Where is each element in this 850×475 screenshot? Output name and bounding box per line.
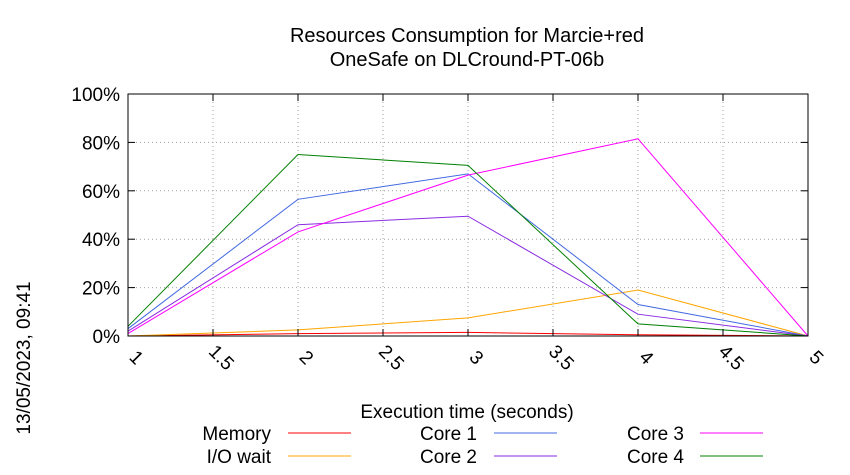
legend-label-core-1: Core 1 bbox=[420, 424, 477, 445]
chart-title-line2: OneSafe on DLCround-PT-06b bbox=[330, 49, 605, 71]
x-axis-label: Execution time (seconds) bbox=[360, 402, 573, 423]
legend-label-i-o-wait: I/O wait bbox=[207, 447, 272, 468]
y-tick-label: 100% bbox=[71, 85, 120, 106]
y-tick-label: 40% bbox=[82, 230, 120, 251]
y-tick-label: 0% bbox=[93, 327, 121, 348]
legend-label-memory: Memory bbox=[202, 424, 271, 445]
y-tick-label: 80% bbox=[82, 133, 120, 154]
timestamp-label: 13/05/2023, 09:41 bbox=[14, 281, 35, 434]
chart-title-line1: Resources Consumption for Marcie+red bbox=[290, 25, 644, 47]
y-tick-label: 20% bbox=[82, 279, 120, 300]
series-line-core-4 bbox=[127, 153, 809, 337]
y-axis: 0% 20% 40% 60% 80% 100% bbox=[71, 85, 808, 348]
series-lines bbox=[127, 138, 809, 337]
legend-label-core-2: Core 2 bbox=[420, 447, 477, 468]
series-line-core-3 bbox=[127, 138, 809, 337]
grid bbox=[128, 94, 808, 336]
series-line-i-o-wait bbox=[127, 289, 809, 337]
legend-label-core-3: Core 3 bbox=[627, 424, 684, 445]
y-tick-label: 60% bbox=[82, 182, 120, 203]
series-line-core-2 bbox=[127, 215, 809, 337]
series-line-core-1 bbox=[127, 173, 809, 337]
legend-label-core-4: Core 4 bbox=[627, 447, 684, 468]
